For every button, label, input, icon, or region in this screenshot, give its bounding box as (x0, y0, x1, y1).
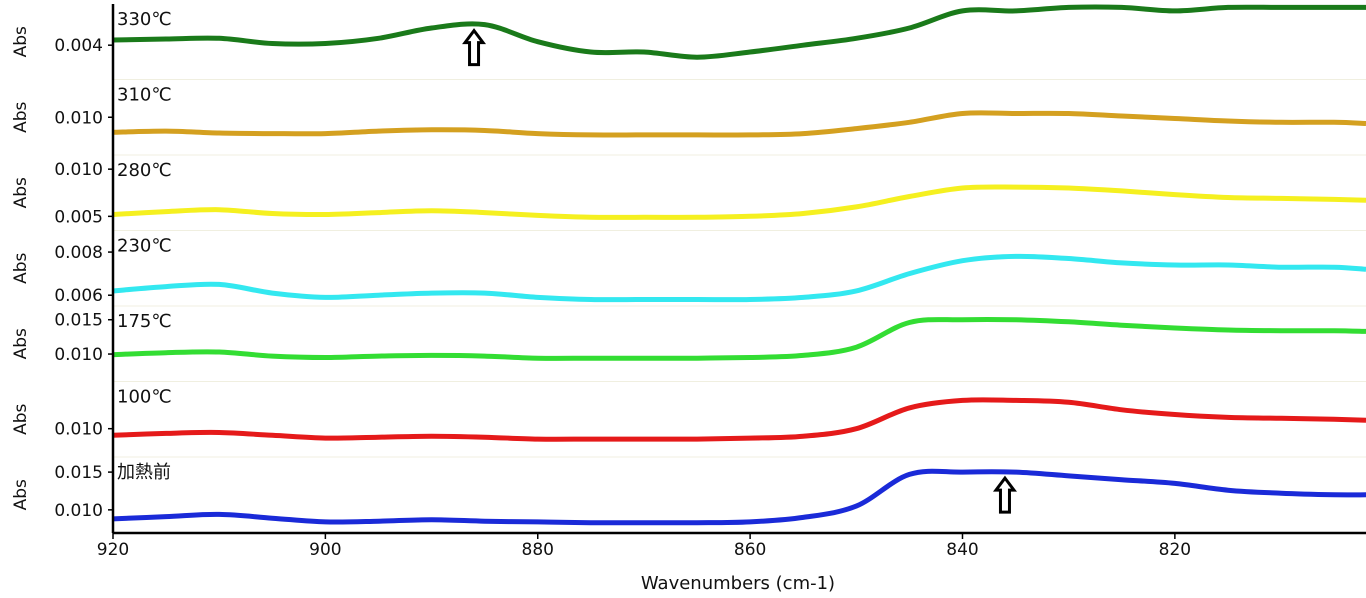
temperature-label: 100℃ (117, 387, 172, 408)
y-axis-title: Abs (11, 252, 31, 283)
peak-arrows (462, 28, 1017, 514)
temperature-label: 加熱前 (117, 462, 171, 483)
temperature-label: 230℃ (117, 236, 172, 257)
panel-separators (113, 79, 1366, 458)
y-tick-label: 0.010 (54, 160, 103, 180)
y-axis-labels: Abs 0.004 Abs 0.010 Abs 0.010 0.005 Abs 0.008 0.0… (11, 26, 113, 521)
y-tick-label: 0.010 (54, 501, 103, 521)
peak-arrow-icon (462, 28, 487, 67)
x-tick-label: 920 (97, 540, 129, 560)
x-tick-label: 900 (309, 540, 341, 560)
temperature-label: 175℃ (117, 311, 172, 332)
series-line-330 (112, 4, 1366, 60)
y-tick-label: 0.010 (54, 420, 103, 440)
y-axis-title: Abs (11, 26, 31, 57)
series-line-base (112, 468, 1366, 526)
spectra-lines (112, 4, 1366, 526)
y-axis-title: Abs (11, 403, 31, 434)
series-line-280 (112, 184, 1366, 220)
axes (111, 4, 1366, 535)
y-tick-label: 0.010 (54, 108, 103, 128)
y-tick-label: 0.008 (54, 243, 103, 263)
temperature-labels: 330℃ 310℃ 280℃ 230℃ 175℃ 100℃ 加熱前 (117, 9, 172, 483)
temperature-label: 310℃ (117, 85, 172, 106)
series-line-230 (112, 253, 1366, 303)
x-tick-label: 840 (946, 540, 978, 560)
y-tick-label: 0.005 (54, 207, 103, 227)
x-axis-ticks: 920 900 880 860 840 820 (97, 533, 1191, 560)
series-line-310 (112, 110, 1366, 138)
y-tick-label: 0.006 (54, 286, 103, 306)
series-line-175 (112, 316, 1366, 361)
y-axis-title: Abs (11, 479, 31, 510)
y-axis-title: Abs (11, 328, 31, 359)
x-tick-label: 860 (734, 540, 766, 560)
x-tick-label: 820 (1159, 540, 1191, 560)
y-axis-title: Abs (11, 177, 31, 208)
temperature-label: 330℃ (117, 9, 172, 30)
y-axis-title: Abs (11, 101, 31, 132)
y-tick-label: 0.015 (54, 311, 103, 331)
x-tick-label: 880 (522, 540, 554, 560)
y-tick-label: 0.015 (54, 463, 103, 483)
peak-arrow-icon (992, 475, 1017, 514)
y-tick-label: 0.004 (54, 36, 103, 56)
x-axis-title: Wavenumbers (cm-1) (641, 573, 835, 594)
temperature-label: 280℃ (117, 160, 172, 181)
y-tick-label: 0.010 (54, 345, 103, 365)
series-line-100 (112, 397, 1366, 442)
